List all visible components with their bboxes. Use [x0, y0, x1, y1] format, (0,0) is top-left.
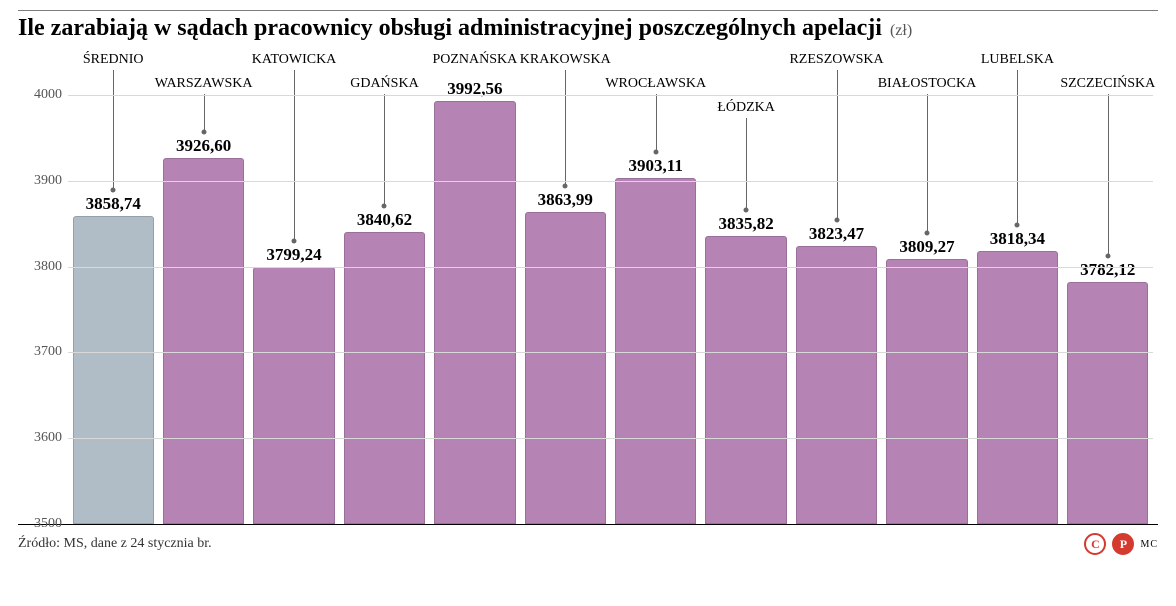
gridline	[68, 267, 1153, 268]
leader-line	[113, 70, 114, 190]
bar	[253, 267, 334, 524]
gridline	[68, 95, 1153, 96]
bar-category-label: KRAKOWSKA	[520, 52, 611, 68]
leader-dot	[201, 129, 206, 134]
copyright-c-icon: C	[1084, 533, 1106, 555]
leader-line	[1017, 70, 1018, 225]
leader-line	[837, 70, 838, 220]
footer: Źródło: MS, dane z 24 stycznia br. C P M…	[18, 525, 1158, 555]
bar-value-label: 3823,47	[809, 224, 864, 244]
y-axis-tick-label: 3900	[18, 173, 62, 189]
y-axis-tick-label: 3600	[18, 430, 62, 446]
bar-category-label: POZNAŃSKA	[432, 52, 517, 68]
plot-region: 3858,74 ŚREDNIO 3926,60 WARSZAWSKA 3799,24 KA…	[68, 52, 1153, 524]
leader-dot	[382, 203, 387, 208]
footer-marks: C P MC	[1084, 533, 1158, 555]
bar-value-label: 3799,24	[266, 245, 321, 265]
bar-category-label: WARSZAWSKA	[155, 76, 253, 92]
bar-category-label: WROCŁAWSKA	[605, 76, 706, 92]
bar	[977, 251, 1058, 524]
bar-category-label: RZESZOWSKA	[789, 52, 883, 68]
bar-value-label: 3863,99	[538, 190, 593, 210]
leader-line	[204, 94, 205, 132]
bar	[1067, 282, 1148, 524]
bar-category-label: KATOWICKA	[252, 52, 337, 68]
leader-dot	[744, 207, 749, 212]
y-axis-tick-label: 3800	[18, 259, 62, 275]
leader-dot	[1015, 222, 1020, 227]
bar-value-label: 3818,34	[990, 229, 1045, 249]
bar-category-label: BIAŁOSTOCKA	[878, 76, 977, 92]
leader-dot	[834, 218, 839, 223]
y-axis-tick-label: 3700	[18, 344, 62, 360]
leader-dot	[1105, 253, 1110, 258]
gridline	[68, 352, 1153, 353]
y-axis-tick-label: 3500	[18, 516, 62, 532]
bar-value-label: 3926,60	[176, 136, 231, 156]
credit-label: MC	[1140, 539, 1158, 550]
bar-category-label: LUBELSKA	[981, 52, 1054, 68]
bar-value-label: 3835,82	[719, 214, 774, 234]
y-axis-tick-label: 4000	[18, 87, 62, 103]
leader-dot	[563, 183, 568, 188]
top-rule	[18, 10, 1158, 11]
bar	[705, 236, 786, 524]
gridline	[68, 438, 1153, 439]
leader-line	[656, 94, 657, 152]
bar-value-label: 3992,56	[447, 79, 502, 99]
copyright-p-icon: P	[1112, 533, 1134, 555]
leader-line	[746, 118, 747, 210]
bar-category-label: GDAŃSKA	[350, 76, 418, 92]
bar	[796, 246, 877, 524]
bar	[886, 259, 967, 524]
leader-dot	[111, 188, 116, 193]
bar-value-label: 3840,62	[357, 210, 412, 230]
source-text: Źródło: MS, dane z 24 stycznia br.	[18, 536, 212, 552]
bar-category-label: ŁÓDZKA	[717, 100, 775, 116]
leader-dot	[292, 239, 297, 244]
leader-line	[927, 94, 928, 233]
chart-area: 3858,74 ŚREDNIO 3926,60 WARSZAWSKA 3799,24 KA…	[18, 52, 1158, 525]
gridline	[68, 524, 1153, 525]
bar	[344, 232, 425, 524]
leader-line	[565, 70, 566, 186]
bar	[434, 101, 515, 524]
leader-dot	[924, 230, 929, 235]
bar-value-label: 3809,27	[899, 237, 954, 257]
bar	[73, 216, 154, 524]
leader-line	[1108, 94, 1109, 256]
leader-dot	[653, 150, 658, 155]
chart-title: Ile zarabiają w sądach pracownicy obsług…	[18, 15, 882, 42]
bar-category-label: SZCZECIŃSKA	[1060, 76, 1155, 92]
title-row: Ile zarabiają w sądach pracownicy obsług…	[18, 15, 1158, 42]
bar	[525, 212, 606, 524]
bar-value-label: 3903,11	[629, 156, 683, 176]
leader-line	[384, 94, 385, 206]
bar	[615, 178, 696, 524]
bar-category-label: ŚREDNIO	[83, 52, 144, 68]
chart-unit: (zł)	[890, 22, 912, 40]
bar	[163, 158, 244, 524]
gridline	[68, 181, 1153, 182]
bar-value-label: 3858,74	[86, 194, 141, 214]
bar-value-label: 3782,12	[1080, 260, 1135, 280]
